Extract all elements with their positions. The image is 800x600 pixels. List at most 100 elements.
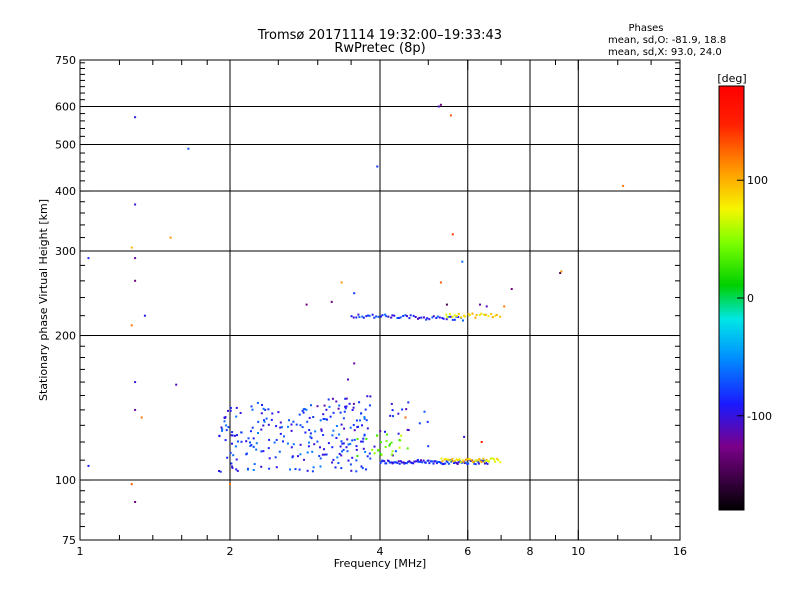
data-point: [496, 457, 499, 460]
data-point: [457, 459, 460, 461]
data-point: [353, 438, 356, 441]
data-point: [490, 313, 493, 315]
data-point: [262, 450, 265, 453]
data-point: [457, 315, 460, 318]
data-point: [380, 453, 383, 456]
data-point: [473, 462, 476, 465]
data-point: [432, 462, 435, 465]
y-tick-label: 300: [55, 245, 76, 258]
data-point: [379, 441, 382, 444]
data-point: [308, 429, 311, 431]
data-point: [477, 461, 480, 463]
data-point: [405, 462, 408, 465]
data-point: [424, 461, 427, 464]
data-point: [355, 448, 358, 451]
data-point: [304, 431, 307, 434]
data-point: [417, 317, 419, 320]
data-point: [308, 416, 311, 419]
data-point: [226, 456, 229, 459]
data-point: [352, 424, 355, 426]
data-point: [305, 303, 308, 306]
x-tick-label: 8: [527, 545, 534, 558]
data-point: [332, 411, 335, 414]
data-point: [371, 313, 374, 316]
data-point: [341, 450, 344, 453]
data-point: [235, 406, 238, 409]
data-point: [360, 465, 363, 468]
data-point: [251, 408, 254, 411]
data-point: [292, 420, 295, 423]
data-point: [483, 462, 486, 465]
data-point: [435, 317, 438, 319]
data-point: [364, 408, 367, 411]
data-point: [335, 425, 338, 427]
data-point: [399, 460, 402, 463]
data-point: [332, 429, 335, 432]
data-point: [396, 317, 399, 319]
data-point: [436, 460, 439, 463]
data-point: [277, 411, 280, 414]
data-point: [416, 459, 419, 461]
data-point: [471, 312, 474, 315]
data-point: [444, 462, 447, 465]
data-point: [134, 381, 137, 384]
data-point: [367, 314, 370, 317]
data-point: [406, 315, 408, 318]
data-point: [286, 442, 289, 445]
data-point: [377, 315, 380, 318]
data-point: [290, 423, 293, 426]
data-point: [234, 434, 236, 437]
data-point: [353, 429, 356, 432]
data-point: [410, 461, 413, 464]
data-point: [342, 442, 345, 445]
data-point: [456, 463, 459, 465]
data-point: [335, 400, 338, 403]
data-point: [445, 313, 448, 316]
data-point: [364, 450, 367, 453]
y-tick-label: 400: [55, 185, 76, 198]
data-point: [344, 407, 347, 410]
data-point: [311, 450, 314, 453]
data-point: [245, 452, 248, 455]
data-point: [307, 445, 310, 448]
data-point: [347, 378, 349, 381]
data-point: [347, 459, 350, 462]
data-point: [343, 410, 346, 413]
data-point: [143, 314, 146, 317]
data-point: [418, 422, 421, 425]
data-point: [402, 315, 405, 317]
data-point: [482, 457, 485, 460]
data-point: [462, 460, 465, 463]
data-point: [235, 468, 238, 471]
data-point: [479, 460, 482, 463]
data-point: [404, 462, 407, 464]
data-point: [365, 468, 367, 471]
data-point: [267, 447, 270, 450]
data-point: [289, 468, 291, 471]
data-point: [458, 458, 461, 461]
data-point: [268, 438, 271, 441]
data-point: [299, 443, 302, 446]
data-point: [451, 315, 454, 318]
data-point: [316, 405, 319, 408]
data-point: [478, 314, 481, 316]
data-point: [455, 315, 458, 317]
x-tick-label: 16: [673, 545, 687, 558]
data-point: [351, 439, 354, 442]
data-point: [495, 313, 498, 316]
data-point: [402, 461, 405, 464]
data-point: [273, 441, 276, 444]
data-point: [262, 407, 265, 410]
data-point: [430, 460, 432, 463]
data-point: [386, 433, 388, 436]
data-point: [405, 408, 408, 411]
data-point: [440, 457, 443, 460]
data-point: [326, 418, 328, 421]
data-point: [339, 445, 342, 448]
data-point: [391, 450, 394, 453]
data-point: [441, 463, 444, 466]
colorbar-tick-label: 0: [747, 292, 754, 305]
data-point: [229, 409, 232, 412]
data-point: [350, 469, 353, 472]
data-point: [366, 395, 369, 398]
